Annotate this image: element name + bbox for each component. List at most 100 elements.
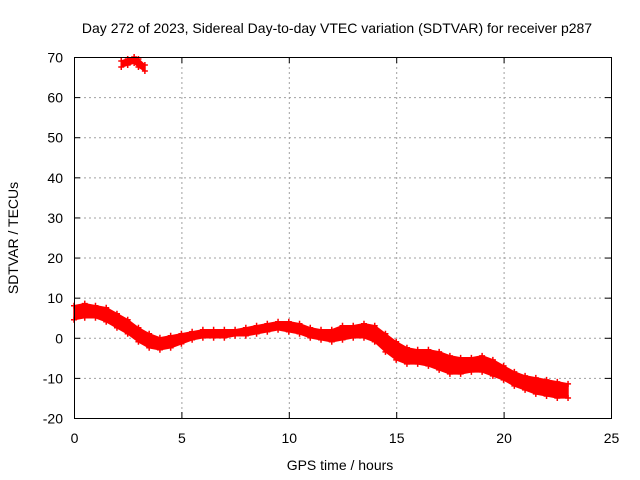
data-point: [167, 344, 174, 351]
data-point: [500, 376, 507, 383]
data-point: [522, 386, 529, 393]
data-point: [479, 352, 486, 359]
data-point: [532, 374, 539, 381]
data-point: [393, 356, 400, 363]
data-point: [307, 334, 314, 341]
data-point: [489, 356, 496, 363]
data-point: [253, 330, 260, 337]
data-point: [124, 316, 131, 323]
data-point: [382, 330, 389, 337]
data-point: [135, 324, 142, 331]
data-point: [275, 318, 282, 325]
data-point: [328, 338, 335, 345]
data-point: [350, 322, 357, 329]
data-point: [81, 314, 88, 321]
data-point: [479, 368, 486, 375]
x-tick-label: 25: [604, 430, 620, 446]
data-point: [414, 360, 421, 367]
data-point: [141, 68, 148, 75]
series-1: [118, 54, 148, 75]
data-point: [500, 362, 507, 369]
data-point: [489, 372, 496, 379]
data-point: [124, 330, 131, 337]
data-point: [371, 322, 378, 329]
series-band: [73, 302, 569, 399]
y-axis-label: SDTVAR / TECUs: [5, 182, 21, 294]
y-tick-label: 10: [47, 290, 63, 306]
y-tick-label: 0: [55, 330, 63, 346]
data-point: [253, 322, 260, 329]
data-point: [403, 360, 410, 367]
data-point: [81, 300, 88, 307]
data-point: [118, 64, 125, 71]
data-point: [92, 302, 99, 309]
data-point: [242, 324, 249, 331]
data-point: [103, 304, 110, 311]
x-tick-label: 5: [178, 430, 186, 446]
x-tick-label: 15: [389, 430, 405, 446]
data-point: [275, 326, 282, 333]
data-point: [382, 348, 389, 355]
data-point: [436, 366, 443, 373]
data-point: [543, 376, 550, 383]
data-point: [178, 330, 185, 337]
data-point: [118, 58, 125, 65]
series-0: [71, 300, 572, 401]
data-point: [436, 348, 443, 355]
data-point: [554, 378, 561, 385]
data-point: [242, 332, 249, 339]
data-point: [92, 314, 99, 321]
data-point: [339, 336, 346, 343]
data-point: [124, 62, 131, 69]
x-tick-label: 10: [282, 430, 298, 446]
plot-frame: [74, 57, 612, 419]
data-point: [210, 326, 217, 333]
y-tick-label: 50: [47, 130, 63, 146]
data-point: [232, 332, 239, 339]
data-point: [131, 60, 138, 67]
data-point: [457, 354, 464, 361]
y-tick-label: 40: [47, 170, 63, 186]
data-point: [511, 382, 518, 389]
data-point: [307, 324, 314, 331]
data-point: [511, 368, 518, 375]
data-point: [167, 332, 174, 339]
data-point: [414, 346, 421, 353]
y-tick-label: 30: [47, 210, 63, 226]
y-tick-label: 60: [47, 90, 63, 106]
data-point: [565, 394, 572, 401]
data-point: [446, 352, 453, 359]
data-point: [296, 320, 303, 327]
data-point: [135, 64, 142, 71]
data-point: [318, 336, 325, 343]
data-point: [318, 326, 325, 333]
y-tick-label: 70: [47, 50, 63, 66]
data-point: [146, 330, 153, 337]
ticks: [74, 57, 612, 419]
data-point: [360, 320, 367, 327]
data-point: [285, 318, 292, 325]
data-point: [296, 330, 303, 337]
x-axis-label: GPS time / hours: [287, 457, 394, 473]
data-point: [393, 338, 400, 345]
data-series: [71, 54, 572, 401]
y-tick-label: 20: [47, 250, 63, 266]
x-tick-labels: 0 5 10 15 20 25: [71, 430, 620, 446]
data-point: [532, 390, 539, 397]
data-point: [264, 320, 271, 327]
data-point: [425, 362, 432, 369]
data-point: [446, 370, 453, 377]
x-tick-label: 0: [71, 430, 79, 446]
data-point: [232, 326, 239, 333]
data-point: [468, 368, 475, 375]
x-tick-label: 20: [496, 430, 512, 446]
data-point: [113, 324, 120, 331]
chart-title: Day 272 of 2023, Sidereal Day-to-day VTE…: [82, 20, 592, 36]
data-point: [360, 334, 367, 341]
data-point: [141, 62, 148, 69]
data-point: [468, 354, 475, 361]
data-point: [554, 394, 561, 401]
data-point: [156, 346, 163, 353]
data-point: [146, 344, 153, 351]
data-point: [189, 328, 196, 335]
